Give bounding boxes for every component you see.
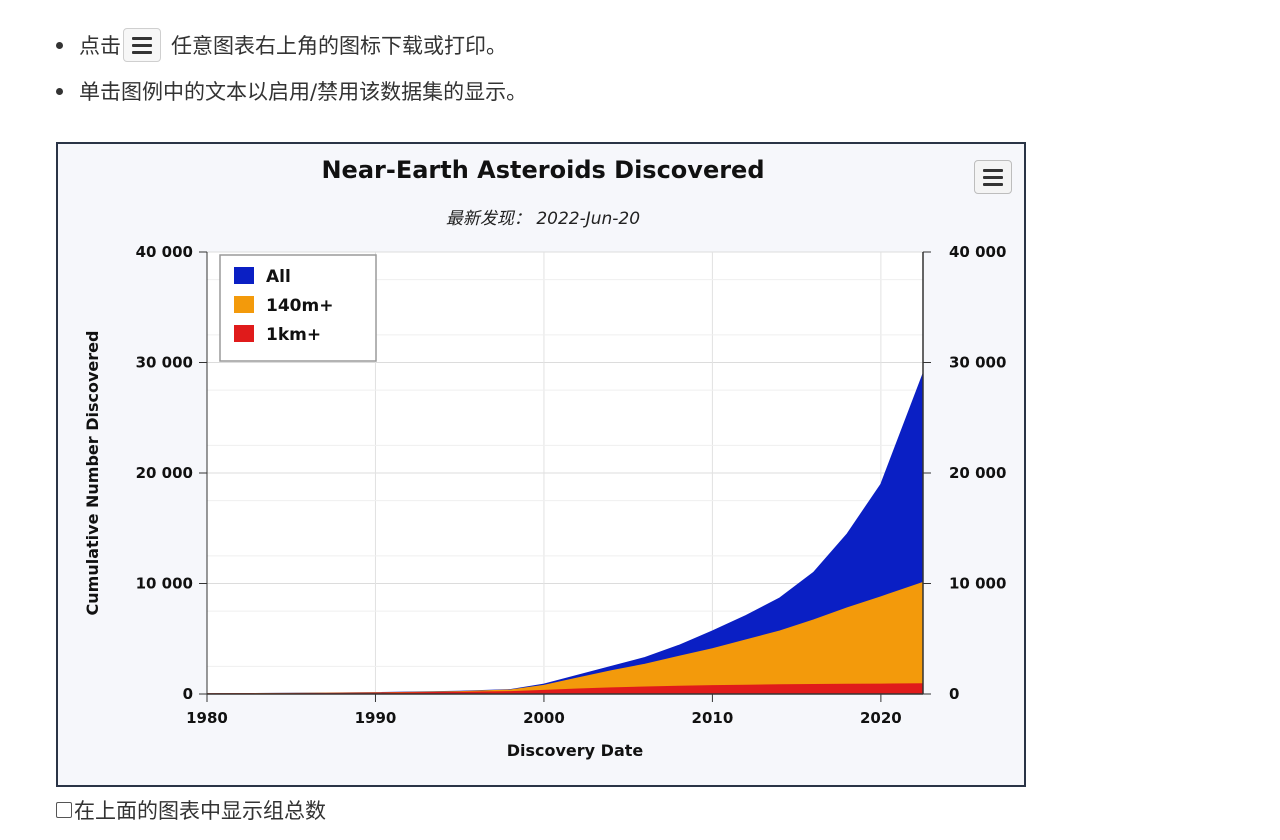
y-tick-label-left: 0 xyxy=(183,685,193,703)
legend-swatch-all[interactable] xyxy=(234,267,254,284)
chart-title: Near-Earth Asteroids Discovered xyxy=(321,156,765,184)
y-tick-label-right: 10 000 xyxy=(949,575,1006,593)
y-tick-label-right: 40 000 xyxy=(949,243,1006,261)
instruction-text-after: 任意图表右上角的图标下载或打印。 xyxy=(171,34,507,58)
x-tick-label: 2010 xyxy=(692,709,734,727)
bullet-dot xyxy=(56,87,63,95)
chart-container: 0 0 10 000 10 000 20 000 20 000 30 000 30 000 40… xyxy=(56,142,1026,787)
x-axis-label: Discovery Date xyxy=(507,741,644,760)
x-tick-label: 1980 xyxy=(186,709,228,727)
chart-plot: 0 0 10 000 10 000 20 000 20 000 30 000 30 000 40… xyxy=(83,243,1006,760)
y-tick-label-left: 20 000 xyxy=(136,464,193,482)
legend-item-all[interactable]: All xyxy=(266,267,291,287)
y-axis-label: Cumulative Number Discovered xyxy=(83,331,102,616)
series-area-1km xyxy=(206,683,924,695)
instruction-item-download: 点击 任意图表右上角的图标下载或打印。 xyxy=(56,22,527,68)
show-group-totals-option[interactable]: 在上面的图表中显示组总数 xyxy=(56,795,326,825)
y-tick-label-left: 10 000 xyxy=(136,575,193,593)
bullet-dot xyxy=(56,41,63,49)
y-tick-label-right: 20 000 xyxy=(949,464,1006,482)
legend-swatch-140m[interactable] xyxy=(234,296,254,313)
x-tick-label: 2000 xyxy=(523,709,565,727)
x-tick-label: 2020 xyxy=(860,709,902,727)
instruction-text-before: 点击 xyxy=(79,34,121,58)
x-tick-label: 1990 xyxy=(355,709,397,727)
y-tick-label-right: 30 000 xyxy=(949,354,1006,372)
legend-item-1km[interactable]: 1km+ xyxy=(266,325,321,345)
y-tick-label-left: 30 000 xyxy=(136,354,193,372)
y-tick-label-right: 0 xyxy=(949,685,959,703)
legend-item-140m[interactable]: 140m+ xyxy=(266,296,333,316)
show-totals-checkbox[interactable] xyxy=(56,802,72,818)
chart-menu-button[interactable] xyxy=(974,160,1012,194)
instruction-list: 点击 任意图表右上角的图标下载或打印。 单击图例中的文本以启用/禁用该数据集的显… xyxy=(56,22,527,114)
menu-icon xyxy=(123,28,161,62)
show-totals-label: 在上面的图表中显示组总数 xyxy=(74,799,326,823)
instruction-text: 单击图例中的文本以启用/禁用该数据集的显示。 xyxy=(79,80,528,104)
y-tick-label-left: 40 000 xyxy=(136,243,193,261)
instruction-item-legend: 单击图例中的文本以启用/禁用该数据集的显示。 xyxy=(56,68,527,114)
chart-subtitle: 最新发现： 2022-Jun-20 xyxy=(445,209,641,229)
legend-swatch-1km[interactable] xyxy=(234,325,254,342)
